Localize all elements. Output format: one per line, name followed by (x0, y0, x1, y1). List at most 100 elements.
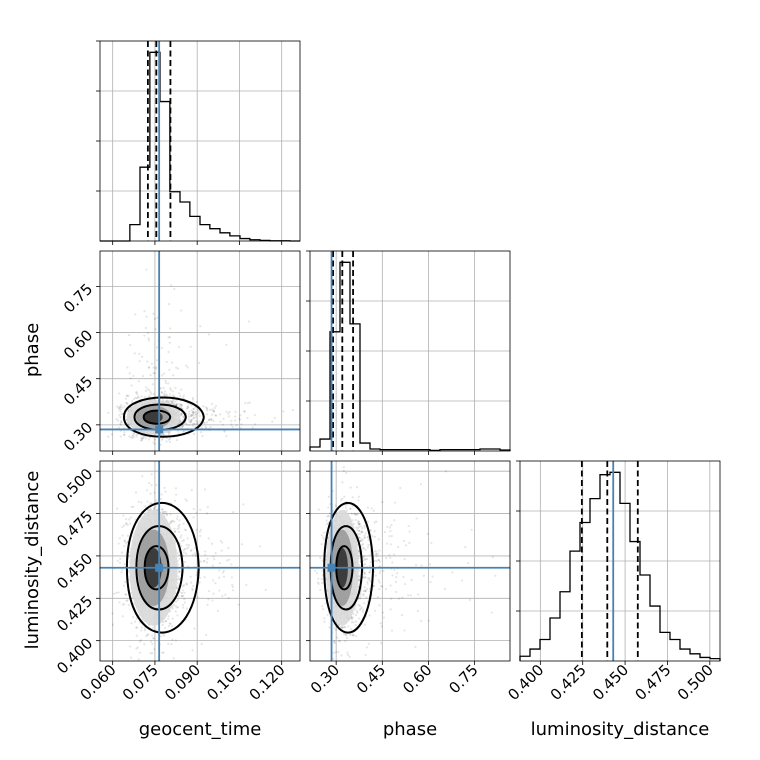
sample-point (396, 572, 399, 575)
sample-point (246, 416, 249, 420)
sample-point (132, 397, 136, 401)
sample-point (135, 626, 138, 629)
sample-point (116, 559, 119, 562)
sample-point (403, 539, 406, 543)
sample-point (381, 611, 384, 614)
sample-point (149, 508, 153, 511)
sample-point (333, 640, 336, 644)
sample-point (378, 549, 381, 552)
sample-point (367, 538, 370, 542)
sample-point (183, 598, 186, 601)
sample-point (368, 571, 371, 574)
sample-point (191, 424, 194, 427)
sample-point (324, 602, 327, 605)
sample-point (198, 420, 201, 423)
sample-point (214, 552, 217, 555)
sample-point (148, 389, 151, 392)
sample-point (167, 625, 171, 628)
sample-point (204, 553, 207, 556)
sample-point (159, 443, 162, 446)
sample-point (363, 536, 366, 539)
sample-point (360, 530, 364, 533)
sample-point (375, 550, 378, 553)
sample-point (203, 488, 207, 491)
sample-point (336, 636, 339, 639)
sample-point (195, 422, 199, 425)
sample-point (327, 506, 330, 509)
sample-point (119, 407, 122, 411)
sample-point (361, 539, 364, 542)
sample-point (360, 606, 363, 609)
sample-point (152, 312, 155, 315)
sample-point (354, 623, 357, 627)
sample-point (195, 528, 199, 531)
sample-point (169, 622, 172, 625)
sample-point (395, 590, 398, 594)
sample-point (357, 529, 361, 532)
sample-point (171, 390, 174, 393)
sample-point (358, 604, 361, 607)
sample-point (332, 657, 335, 660)
sample-point (190, 418, 193, 421)
sample-point (320, 581, 324, 585)
sample-point (199, 534, 202, 537)
x-tick-label-luminosity-distance: 0.450 (589, 661, 632, 704)
sample-point (137, 500, 140, 503)
sample-point (247, 320, 250, 323)
sample-point (177, 530, 181, 533)
sample-point (322, 608, 325, 611)
sample-point (178, 577, 181, 580)
sample-point (180, 544, 183, 548)
sample-point (176, 581, 179, 585)
x-tick-label-phase: 0.75 (445, 661, 481, 697)
sample-point (164, 379, 167, 383)
sample-point (194, 554, 197, 557)
sample-point (357, 521, 360, 524)
sample-point (410, 578, 413, 581)
sample-point (322, 536, 325, 539)
sample-point (490, 611, 493, 614)
sample-point (198, 361, 201, 365)
sample-point (356, 532, 359, 535)
sample-point (375, 520, 378, 523)
sample-point (363, 524, 366, 527)
sample-point (347, 625, 350, 628)
sample-point (358, 532, 361, 535)
sample-point (214, 582, 217, 585)
sample-point (388, 526, 392, 529)
sample-point (211, 599, 214, 602)
sample-point (136, 393, 139, 396)
sample-point (117, 426, 120, 429)
sample-point (426, 532, 429, 535)
sample-point (417, 593, 420, 596)
sample-point (124, 518, 128, 521)
sample-point (115, 418, 118, 421)
sample-point (169, 513, 172, 516)
sample-point (136, 646, 139, 649)
sample-point (201, 405, 205, 408)
sample-point (349, 627, 353, 630)
sample-point (354, 635, 358, 638)
sample-point (372, 584, 375, 587)
sample-point (194, 410, 197, 413)
sample-point (212, 419, 215, 423)
sample-point (149, 652, 152, 655)
sample-point (259, 545, 262, 548)
sample-point (193, 423, 196, 426)
sample-point (173, 499, 177, 502)
sample-point (363, 571, 366, 574)
sample-point (162, 433, 166, 437)
sample-point (364, 558, 367, 561)
sample-point (190, 414, 193, 417)
sample-point (359, 607, 362, 610)
sample-point (152, 366, 155, 369)
x-tick-label-luminosity-distance: 0.500 (674, 661, 717, 704)
sample-point (169, 387, 172, 390)
sample-point (190, 488, 193, 492)
sample-point (202, 560, 206, 563)
sample-point (192, 516, 195, 519)
sample-point (230, 563, 233, 566)
sample-point (340, 626, 343, 629)
sample-point (150, 484, 153, 487)
sample-point (357, 499, 360, 502)
